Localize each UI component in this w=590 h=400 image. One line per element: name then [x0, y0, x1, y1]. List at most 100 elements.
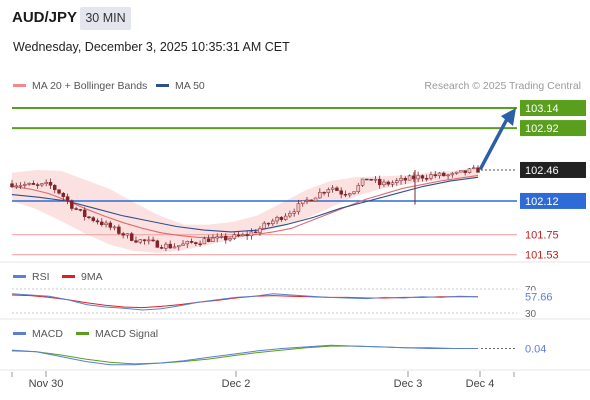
candle-down — [433, 174, 437, 177]
candle-down — [134, 240, 138, 243]
legend-macd: MACD — [13, 328, 63, 340]
level-label-102.12: 102.12 — [525, 196, 559, 208]
candle-up — [228, 238, 232, 241]
candle-up — [429, 174, 433, 179]
candle-down — [424, 178, 429, 180]
x-tick-label-1: Dec 2 — [222, 378, 251, 390]
ma50-line — [11, 176, 479, 233]
candle-up — [249, 231, 254, 237]
level-label-101.53: 101.53 — [525, 250, 559, 262]
candle-up — [14, 185, 19, 188]
candle-down — [365, 178, 369, 181]
candle-up — [125, 233, 130, 236]
candle-down — [117, 226, 121, 234]
legend-rsi-swatch — [13, 274, 26, 278]
candle-up — [292, 211, 296, 214]
candle-up — [112, 226, 117, 229]
candle-down — [420, 175, 425, 179]
candle-down — [343, 194, 348, 196]
candle-up — [296, 203, 301, 213]
legend-macd-signal: MACD Signal — [76, 328, 158, 340]
candle-up — [450, 173, 455, 176]
legend-macd-swatch — [13, 331, 26, 335]
candle-up — [300, 200, 305, 204]
bollinger-band-area — [12, 167, 478, 253]
candle-down — [253, 231, 258, 234]
candle-down — [322, 192, 326, 194]
timeframe-badge[interactable]: 30 MIN — [80, 7, 131, 30]
legend-9ma-label: 9MA — [81, 271, 103, 283]
candle-down — [335, 187, 339, 191]
rsi-value: 57.66 — [525, 291, 553, 303]
rsi-panel: 703057.66 — [11, 285, 562, 320]
candle-up — [232, 234, 237, 239]
rsi-value-bg — [522, 290, 562, 303]
last-price-box — [520, 161, 586, 178]
ma20-line — [11, 174, 479, 238]
candle-down — [245, 234, 249, 237]
candle-up — [471, 167, 476, 170]
macd-value: 0.04 — [525, 344, 546, 356]
macd-panel: 0.04 — [11, 344, 546, 366]
candle-down — [95, 220, 100, 223]
candle-down — [53, 185, 57, 191]
x-tick-label-0: Nov 30 — [29, 378, 64, 390]
candle-up — [241, 234, 245, 237]
candle-up — [347, 193, 352, 196]
candle-down — [369, 178, 373, 181]
x-tick-label-2: Dec 3 — [394, 378, 423, 390]
chart-datetime: Wednesday, December 3, 2025 10:35:31 AM … — [13, 40, 290, 54]
candle-down — [31, 183, 36, 185]
candle-down — [129, 233, 134, 241]
candle-up — [44, 181, 48, 184]
candle-down — [463, 170, 467, 173]
candle-down — [151, 239, 155, 242]
candle-down — [91, 217, 95, 221]
forecast-arrow-shaft — [479, 117, 509, 170]
legend-rsi: RSI — [13, 271, 50, 283]
level-label-box-102.12 — [520, 192, 586, 209]
forecast-arrow-layer — [479, 108, 516, 170]
last-price-label: 102.46 — [525, 165, 559, 177]
candle-down — [224, 235, 228, 241]
candle-up — [202, 238, 207, 245]
level-label-101.75: 101.75 — [525, 230, 559, 242]
panel-dividers — [0, 261, 590, 371]
candle-up — [373, 178, 378, 181]
level-labels-layer: 103.14 102.92 102.12 101.75 101.53 102.46 — [481, 100, 586, 262]
research-credit: Research © 2025 Trading Central — [424, 80, 581, 92]
candle-up — [305, 199, 309, 202]
candle-up — [215, 236, 219, 239]
candle-down — [168, 243, 172, 249]
legend-ma20-bb: MA 20 + Bollinger Bands — [13, 80, 147, 92]
candle-down — [35, 184, 40, 186]
candle-down — [10, 183, 14, 188]
legend-ma20-swatch — [13, 83, 26, 87]
candle-up — [138, 239, 143, 243]
legend-ma50-swatch — [156, 83, 169, 87]
candle-up — [382, 181, 386, 186]
candle-up — [446, 174, 450, 177]
candle-up — [437, 172, 442, 177]
candle-down — [87, 216, 91, 219]
level-lines-layer — [12, 107, 517, 256]
candle-up — [176, 245, 181, 248]
candle-down — [189, 241, 194, 243]
level-label-102.92: 102.92 — [525, 123, 559, 135]
legend-ma50-label: MA 50 — [175, 80, 205, 92]
candle-up — [211, 237, 215, 242]
moving-average-layer — [11, 174, 479, 238]
symbol-title: AUD/JPY — [12, 9, 78, 26]
candle-down — [142, 239, 147, 242]
legend-9ma-swatch — [62, 274, 75, 278]
candle-up — [104, 222, 108, 225]
legend-macd-label: MACD — [32, 328, 63, 340]
candle-up — [27, 183, 31, 185]
forecast-arrow-head — [501, 108, 516, 127]
candle-up — [258, 228, 262, 233]
candle-down — [155, 240, 160, 248]
candle-up — [40, 183, 44, 186]
candle-down — [403, 178, 408, 181]
